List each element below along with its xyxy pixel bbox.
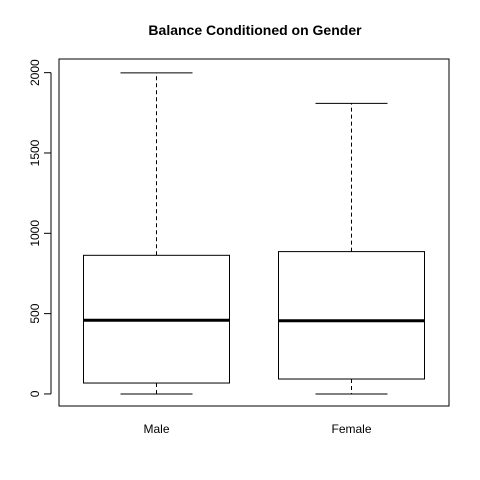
plot-frame xyxy=(58,58,450,407)
box-male xyxy=(83,72,230,395)
x-axis: Male Female xyxy=(143,422,371,436)
chart-title: Balance Conditioned on Gender xyxy=(148,22,362,38)
x-tick-label: Female xyxy=(331,422,371,436)
iqr-box xyxy=(278,251,425,380)
y-tick-label: 2000 xyxy=(28,59,42,86)
y-tick-label: 1500 xyxy=(28,139,42,166)
y-tick-label: 0 xyxy=(28,390,42,397)
box-female xyxy=(278,102,425,395)
x-tick-label: Male xyxy=(143,422,169,436)
y-tick-label: 1000 xyxy=(28,220,42,247)
y-axis: 0 500 1000 1500 2000 xyxy=(28,59,52,397)
box-series xyxy=(83,72,425,395)
y-tick-label: 500 xyxy=(28,303,42,323)
